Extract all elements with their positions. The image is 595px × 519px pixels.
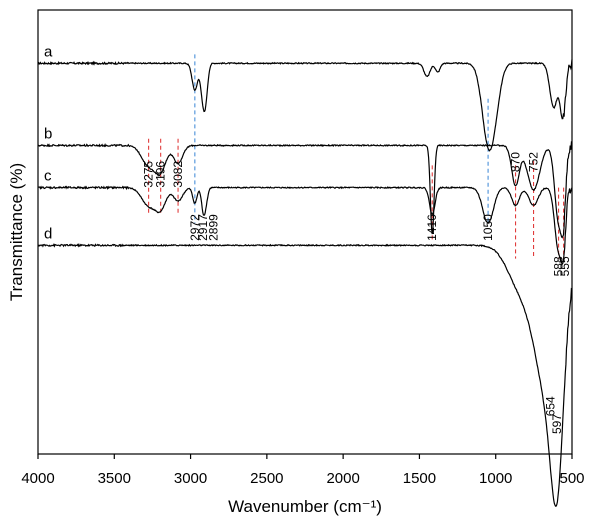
- x-tick-label: 1500: [403, 470, 436, 487]
- x-tick-label: 4000: [21, 470, 54, 487]
- peak-label: 3275: [142, 161, 156, 188]
- spectra-curves: a b c d: [37, 43, 573, 507]
- series-label-c: c: [44, 168, 52, 185]
- x-ticks: 4000 3500 3000 2500 2000 1500 1000 500: [21, 454, 585, 487]
- y-axis-title: Transmittance (%): [7, 163, 26, 301]
- peak-label: 3082: [171, 161, 185, 188]
- series-label-b: b: [44, 125, 52, 142]
- peak-label: 2899: [207, 214, 221, 241]
- peak-label: 654: [544, 396, 558, 416]
- peak-label: 2972: [188, 214, 202, 241]
- series-line-c: [37, 185, 573, 266]
- series-line-b: [37, 140, 573, 239]
- peak-label: 1050: [481, 214, 495, 241]
- x-axis-title: Wavenumber (cm⁻¹): [228, 497, 382, 516]
- x-tick-label: 1000: [479, 470, 512, 487]
- x-tick-label: 3500: [98, 470, 131, 487]
- series-line-a: [37, 59, 573, 152]
- peak-label: 597: [550, 414, 564, 434]
- peak-label: 588: [552, 256, 566, 276]
- x-tick-label: 500: [559, 470, 584, 487]
- x-tick-label: 3000: [174, 470, 207, 487]
- peak-label: 2917: [196, 214, 210, 241]
- series-label-d: d: [44, 225, 52, 242]
- series-line-d: [37, 242, 573, 507]
- x-tick-label: 2500: [250, 470, 283, 487]
- guide-lines: [148, 54, 565, 259]
- peak-label: 752: [527, 152, 541, 172]
- plot-frame: [37, 9, 573, 455]
- series-label-a: a: [44, 43, 53, 60]
- x-tick-label: 2000: [326, 470, 359, 487]
- peak-label: 870: [509, 152, 523, 172]
- peak-label: 3196: [154, 161, 168, 188]
- peak-label: 555: [558, 256, 572, 276]
- peak-label: 1416: [425, 214, 439, 241]
